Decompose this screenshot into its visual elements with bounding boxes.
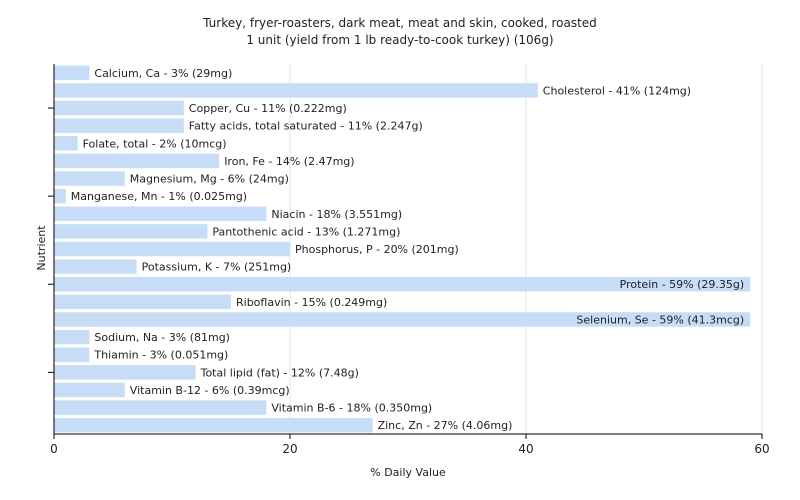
bar (54, 400, 267, 415)
bar-label: Riboflavin - 15% (0.249mg) (236, 296, 387, 309)
x-tick-label: 0 (50, 442, 58, 456)
bar-labels-group: Calcium, Ca - 3% (29mg) Cholesterol - 41%… (71, 67, 744, 432)
bar-label: Sodium, Na - 3% (81mg) (94, 331, 230, 344)
bar (54, 241, 290, 257)
bar (54, 224, 208, 239)
bar (54, 188, 66, 204)
bar-label: Cholesterol - 41% (124mg) (543, 84, 691, 97)
y-axis-label: Nutrient (35, 225, 48, 271)
bar (54, 118, 184, 133)
axes-group (48, 64, 762, 435)
x-tick-label: 20 (282, 442, 297, 456)
bar-label: Calcium, Ca - 3% (29mg) (94, 67, 232, 80)
tick-labels-group: 0 20 40 60 (50, 434, 770, 456)
bar (54, 83, 538, 98)
bars-group (54, 65, 751, 433)
bar (54, 329, 90, 345)
bar-label: Zinc, Zn - 27% (4.06mg) (378, 419, 513, 432)
bar-label: Magnesium, Mg - 6% (24mg) (130, 173, 289, 186)
bar (54, 277, 751, 292)
bar-label: Pantothenic acid - 13% (1.271mg) (212, 225, 400, 238)
bar (54, 259, 137, 274)
bar (54, 312, 751, 327)
x-axis-label: % Daily Value (370, 466, 446, 479)
x-tick-label: 60 (754, 442, 769, 456)
bar-label: Folate, total - 2% (10mcg) (83, 137, 227, 150)
bar-label: Vitamin B-12 - 6% (0.39mcg) (130, 384, 290, 397)
bar-label: Copper, Cu - 11% (0.222mg) (189, 102, 347, 115)
bar-label: Manganese, Mn - 1% (0.025mg) (71, 190, 247, 203)
bar (54, 100, 184, 116)
x-tick-label: 40 (518, 442, 533, 456)
chart-title: Turkey, fryer-roasters, dark meat, meat … (202, 16, 597, 30)
bar-label: Selenium, Se - 59% (41.3mcg) (576, 313, 744, 326)
bar-label: Potassium, K - 7% (251mg) (142, 261, 292, 274)
bar (54, 65, 90, 81)
bar-label: Protein - 59% (29.35g) (620, 278, 745, 291)
bar (54, 153, 220, 169)
bar (54, 294, 231, 310)
bar (54, 171, 125, 186)
chart-subtitle: 1 unit (yield from 1 lb ready-to-cook tu… (246, 33, 553, 47)
bar (54, 136, 78, 151)
bar-label: Thiamin - 3% (0.051mg) (93, 349, 228, 362)
bar-label: Phosphorus, P - 20% (201mg) (295, 243, 459, 256)
bar (54, 417, 373, 433)
bar-label: Niacin - 18% (3.551mg) (271, 208, 402, 221)
bar (54, 365, 196, 380)
bar (54, 382, 125, 398)
bar-label: Vitamin B-6 - 18% (0.350mg) (271, 402, 432, 415)
bar (54, 347, 90, 362)
bar-label: Fatty acids, total saturated - 11% (2.24… (189, 120, 423, 133)
bar (54, 206, 267, 221)
bar-label: Iron, Fe - 14% (2.47mg) (224, 155, 354, 168)
bar-label: Total lipid (fat) - 12% (7.48g) (200, 366, 359, 379)
